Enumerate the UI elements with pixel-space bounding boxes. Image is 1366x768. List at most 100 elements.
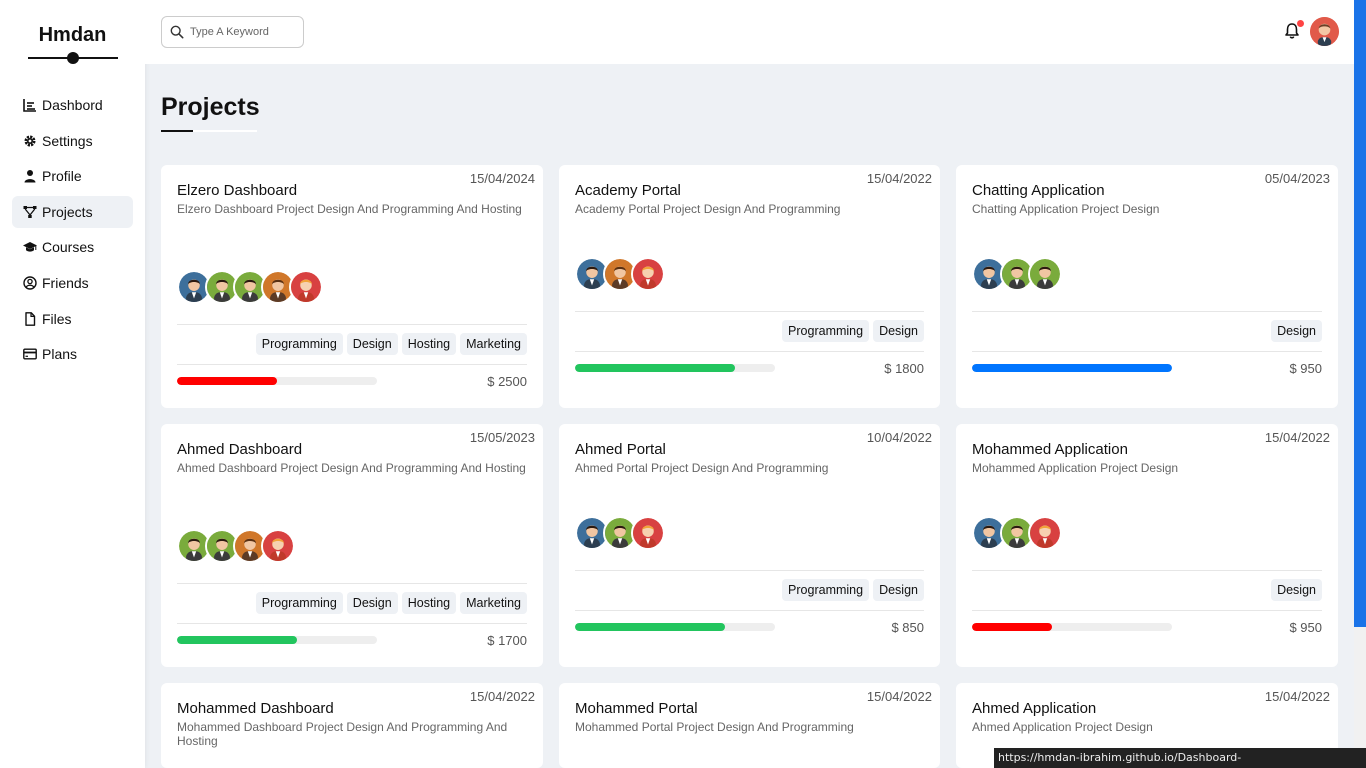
card-divider (177, 364, 527, 365)
card-divider (972, 610, 1322, 611)
top-bar (145, 0, 1354, 64)
team-avatars (575, 516, 665, 550)
bell-icon[interactable] (1283, 22, 1301, 40)
team-member-avatar[interactable] (1028, 257, 1062, 291)
sidebar-item-courses[interactable]: Courses (12, 231, 133, 263)
team-member-avatar[interactable] (631, 516, 665, 550)
team-avatars (972, 516, 1062, 550)
project-card[interactable]: 10/04/2022 Ahmed Portal Ahmed Portal Proje… (559, 424, 940, 667)
card-divider (177, 583, 527, 584)
project-description: Academy Portal Project Design And Progra… (575, 202, 841, 216)
project-title: Ahmed Portal (575, 441, 666, 458)
project-tags: Programming Design (782, 579, 924, 601)
sidebar-item-settings[interactable]: Settings (12, 125, 133, 157)
chart-icon (22, 97, 38, 113)
project-title: Chatting Application (972, 182, 1105, 199)
project-tag: Programming (782, 579, 870, 601)
sidebar-item-projects[interactable]: Projects (12, 195, 133, 228)
team-member-avatar[interactable] (603, 516, 637, 550)
user-icon (22, 168, 38, 184)
project-card[interactable]: 15/05/2023 Ahmed Dashboard Ahmed Dashboard… (161, 424, 543, 667)
project-card[interactable]: 15/04/2022 Mohammed Application Mohammed A… (956, 424, 1338, 667)
project-description: Mohammed Portal Project Design And Progr… (575, 720, 854, 734)
project-progress-bar (177, 636, 377, 644)
team-member-avatar[interactable] (205, 270, 239, 304)
page-scrollbar[interactable] (1354, 0, 1366, 768)
scrollbar-thumb[interactable] (1354, 0, 1366, 627)
project-date: 10/04/2022 (866, 430, 932, 445)
project-card[interactable]: 05/04/2023 Chatting Application Chatting A… (956, 165, 1338, 408)
project-progress-bar (177, 377, 377, 385)
team-avatars (575, 257, 665, 291)
user-avatar[interactable] (1310, 17, 1339, 46)
search-box[interactable] (161, 16, 304, 48)
sidebar-item-label: Courses (42, 239, 95, 256)
project-progress-bar (972, 364, 1172, 372)
card-divider (972, 570, 1322, 571)
project-title: Elzero Dashboard (177, 182, 298, 199)
project-title: Ahmed Application (972, 700, 1097, 717)
file-icon (22, 311, 38, 327)
team-member-avatar[interactable] (1000, 516, 1034, 550)
project-progress-fill (177, 636, 297, 644)
project-title: Mohammed Application (972, 441, 1128, 458)
sidebar-item-profile[interactable]: Profile (12, 160, 133, 192)
project-price: $ 950 (1289, 620, 1322, 635)
search-input[interactable] (190, 26, 300, 38)
sidebar-item-label: Friends (42, 274, 89, 291)
project-card[interactable]: 15/04/2022 Mohammed Dashboard Mohammed Das… (161, 683, 543, 768)
card-divider (972, 351, 1322, 352)
project-description: Ahmed Dashboard Project Design And Progr… (177, 461, 526, 475)
sidebar-item-files[interactable]: Files (12, 303, 133, 335)
project-tag: Programming (255, 333, 343, 355)
project-card[interactable]: 15/04/2024 Elzero Dashboard Elzero Dashboa… (161, 165, 543, 408)
project-tag: Design (346, 592, 398, 614)
brand-title: Hmdan (38, 24, 107, 46)
team-member-avatar[interactable] (972, 257, 1006, 291)
graduation-cap-icon (22, 239, 38, 255)
project-progress-fill (177, 377, 277, 385)
sidebar-nav: Dashbord Settings Profile Projects Courses Fr… (0, 89, 145, 370)
project-card[interactable]: 15/04/2022 Academy Portal Academy Portal P… (559, 165, 940, 408)
project-price: $ 950 (1289, 361, 1322, 376)
team-member-avatar[interactable] (261, 270, 295, 304)
card-divider (177, 623, 527, 624)
project-tag: Programming (255, 592, 343, 614)
sidebar-item-label: Profile (42, 168, 82, 185)
brand-divider (27, 51, 118, 65)
page-title-underline (161, 130, 257, 132)
sidebar-item-dashbord[interactable]: Dashbord (12, 89, 133, 121)
project-tag: Marketing (460, 333, 527, 355)
project-tag: Design (873, 320, 924, 342)
project-tags: Programming Design Hosting Marketing (255, 333, 527, 355)
project-description: Mohammed Dashboard Project Design And Pr… (177, 720, 508, 748)
team-member-avatar[interactable] (631, 257, 665, 291)
project-price: $ 1700 (487, 633, 527, 648)
project-title: Mohammed Dashboard (177, 700, 334, 717)
project-date: 15/04/2022 (866, 171, 932, 186)
sidebar-item-label: Plans (42, 346, 78, 363)
project-tag: Hosting (401, 333, 457, 355)
team-member-avatar[interactable] (261, 529, 295, 563)
project-progress-bar (972, 623, 1172, 631)
project-tag: Marketing (460, 592, 527, 614)
team-avatars (177, 529, 295, 563)
project-price: $ 2500 (487, 374, 527, 389)
gear-icon (22, 133, 38, 149)
sidebar-item-plans[interactable]: Plans (12, 338, 133, 370)
project-date: 15/04/2022 (469, 689, 535, 704)
search-icon (170, 25, 184, 39)
team-member-avatar[interactable] (575, 516, 609, 550)
project-description: Ahmed Application Project Design (972, 720, 1153, 734)
project-description: Elzero Dashboard Project Design And Prog… (177, 202, 522, 216)
project-progress-bar (575, 364, 775, 372)
card-divider (575, 610, 924, 611)
team-member-avatar[interactable] (289, 270, 323, 304)
project-tags: Programming Design (782, 320, 924, 342)
sidebar-item-label: Projects (42, 203, 93, 220)
project-progress-fill (575, 623, 725, 631)
sidebar-item-friends[interactable]: Friends (12, 267, 133, 299)
team-member-avatar[interactable] (1028, 516, 1062, 550)
project-card[interactable]: 15/04/2022 Mohammed Portal Mohammed Portal… (559, 683, 940, 768)
project-price: $ 850 (891, 620, 924, 635)
